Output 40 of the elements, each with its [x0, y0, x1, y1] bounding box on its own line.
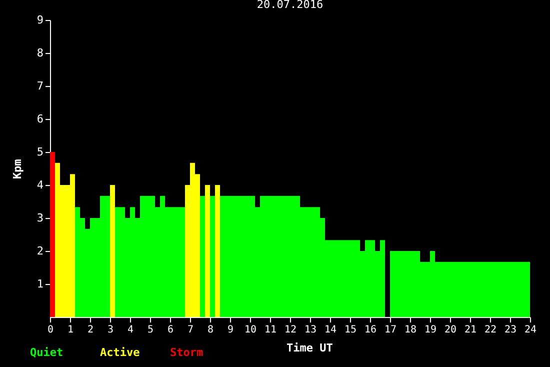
x-tick-label: 1: [67, 324, 74, 336]
x-tick-label: 21: [464, 324, 477, 336]
y-tick-label: 5: [36, 146, 44, 158]
chart-title: 20.07.2016: [256, 0, 324, 11]
y-tick-label: 8: [36, 46, 44, 60]
text: Active: [100, 346, 140, 359]
y-tick-label: 6: [36, 112, 44, 126]
text: Quiet: [30, 346, 64, 359]
x-tick-label: 7: [187, 324, 194, 336]
y-tick-label: 9: [36, 14, 44, 26]
x-tick-label: 2: [87, 324, 94, 336]
x-tick-label: 8: [207, 324, 214, 336]
text: Storm: [170, 346, 204, 359]
x-tick-label: 11: [264, 324, 277, 336]
y-axis-title: Kpm: [10, 158, 24, 179]
x-tick-label: 24: [524, 324, 537, 336]
x-tick-label: 10: [244, 324, 257, 336]
x-tick-label: 22: [484, 324, 497, 336]
x-tick-label: 9: [227, 324, 234, 336]
x-tick-label: 3: [107, 324, 114, 336]
x-tick-label: 0: [47, 324, 54, 336]
x-tick-label: 15: [344, 324, 357, 336]
x-tick-label: 5: [147, 324, 154, 336]
x-tick-label: 18: [404, 324, 417, 336]
x-tick-label: 12: [284, 324, 297, 336]
x-tick-label: 23: [504, 324, 517, 336]
y-tick-label: 4: [36, 178, 44, 192]
x-tick-label: 16: [364, 324, 377, 336]
x-tick-label: 13: [304, 324, 317, 336]
x-tick-label: 4: [127, 324, 134, 336]
y-tick-label: 3: [36, 212, 44, 224]
y-tick-label: 7: [36, 80, 44, 92]
x-tick-label: 6: [167, 324, 174, 336]
x-tick-label: 19: [424, 324, 437, 336]
x-axis-title: Time UT: [286, 342, 334, 354]
y-tick-label: 1: [36, 278, 44, 290]
x-tick-label: 20: [444, 324, 457, 336]
x-tick-label: 17: [384, 324, 397, 336]
x-tick-label: 14: [324, 324, 337, 336]
y-tick-label: 2: [36, 244, 44, 258]
